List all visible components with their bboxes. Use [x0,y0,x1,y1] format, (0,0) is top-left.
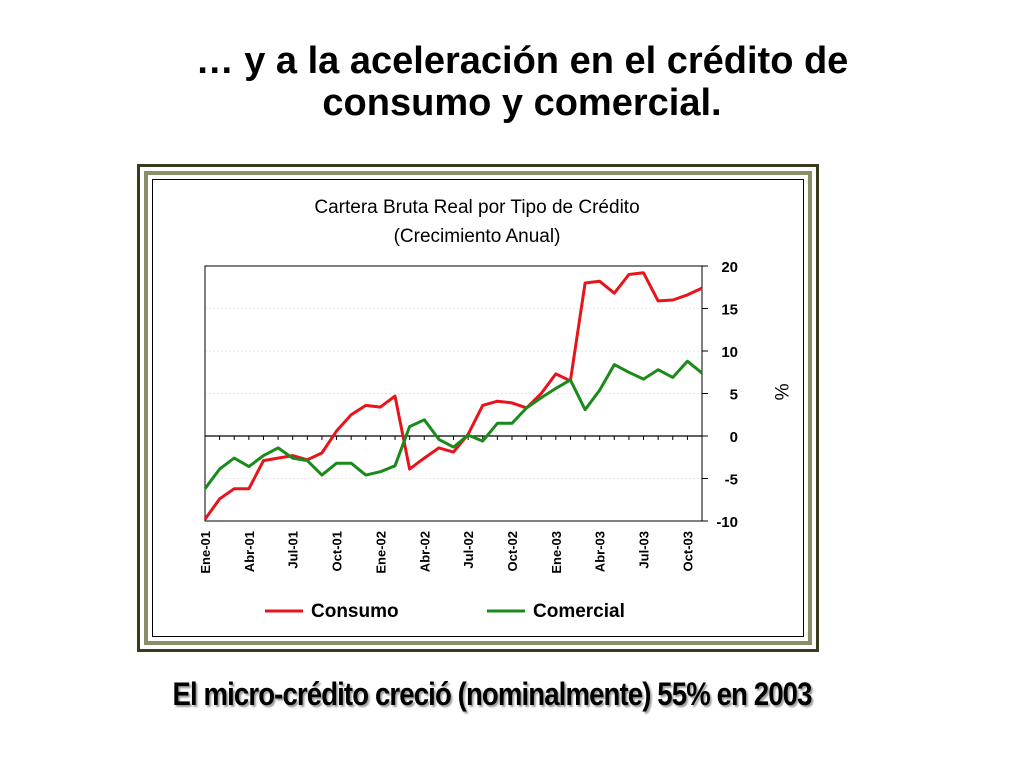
slide-title-line-2: consumo y comercial. [322,82,722,124]
x-tick-label: Abr-01 [242,531,257,572]
y-tick-label: -5 [725,472,738,489]
series-line-consumo [203,271,703,521]
legend-label-consumo: Consumo [311,601,399,622]
chart-frame-inner [144,171,812,645]
x-tick-label: Ene-01 [198,531,213,574]
x-tick-label: Oct-02 [505,531,520,571]
series-lines [203,271,703,521]
footer-note: El micro-crédito creció (nominalmente) 5… [172,676,812,712]
y-tick-label: 15 [721,302,738,319]
y-tick-label: 10 [721,344,738,361]
x-tick-label: Jul-03 [637,531,652,569]
y-tick-label: -10 [716,514,738,531]
slide-title-line-1: … y a la aceleración en el crédito de [195,40,849,82]
x-tick-label: Jul-01 [286,531,301,569]
legend-label-comercial: Comercial [533,601,625,622]
x-tick-label: Abr-02 [417,531,432,572]
legend: Consumo Comercial [265,601,625,622]
x-tick-label: Ene-03 [549,531,564,574]
x-tick-label: Jul-02 [461,531,476,569]
chart-title: Cartera Bruta Real por Tipo de Crédito [314,197,639,218]
y-axis-label: % [770,384,791,401]
x-tick-label: Abr-03 [593,531,608,572]
x-tick-label: Ene-02 [373,531,388,574]
y-tick-labels: 20 15 10 5 0 -5 -10 [716,259,738,531]
plot-area-border [204,265,703,522]
y-tick-label: 0 [730,429,738,446]
x-tick-labels: Ene-01 Abr-01 Jul-01 Oct-01 Ene-02 Abr-02 Jul-… [198,531,695,574]
y-tick-label: 5 [730,387,738,404]
series-line-comercial [203,359,703,490]
x-tick-label: Oct-01 [330,531,345,571]
chart-frame [137,164,819,652]
axes [204,265,708,522]
chart-area-box [152,179,804,637]
gridlines [205,308,702,479]
chart-subtitle: (Crecimiento Anual) [394,226,561,247]
y-tick-label: 20 [721,259,738,276]
x-tick-label: Oct-03 [680,531,695,571]
chart: Cartera Bruta Real por Tipo de Crédito (… [198,197,791,622]
slide-title: … y a la aceleración en el crédito de co… [0,40,1024,124]
